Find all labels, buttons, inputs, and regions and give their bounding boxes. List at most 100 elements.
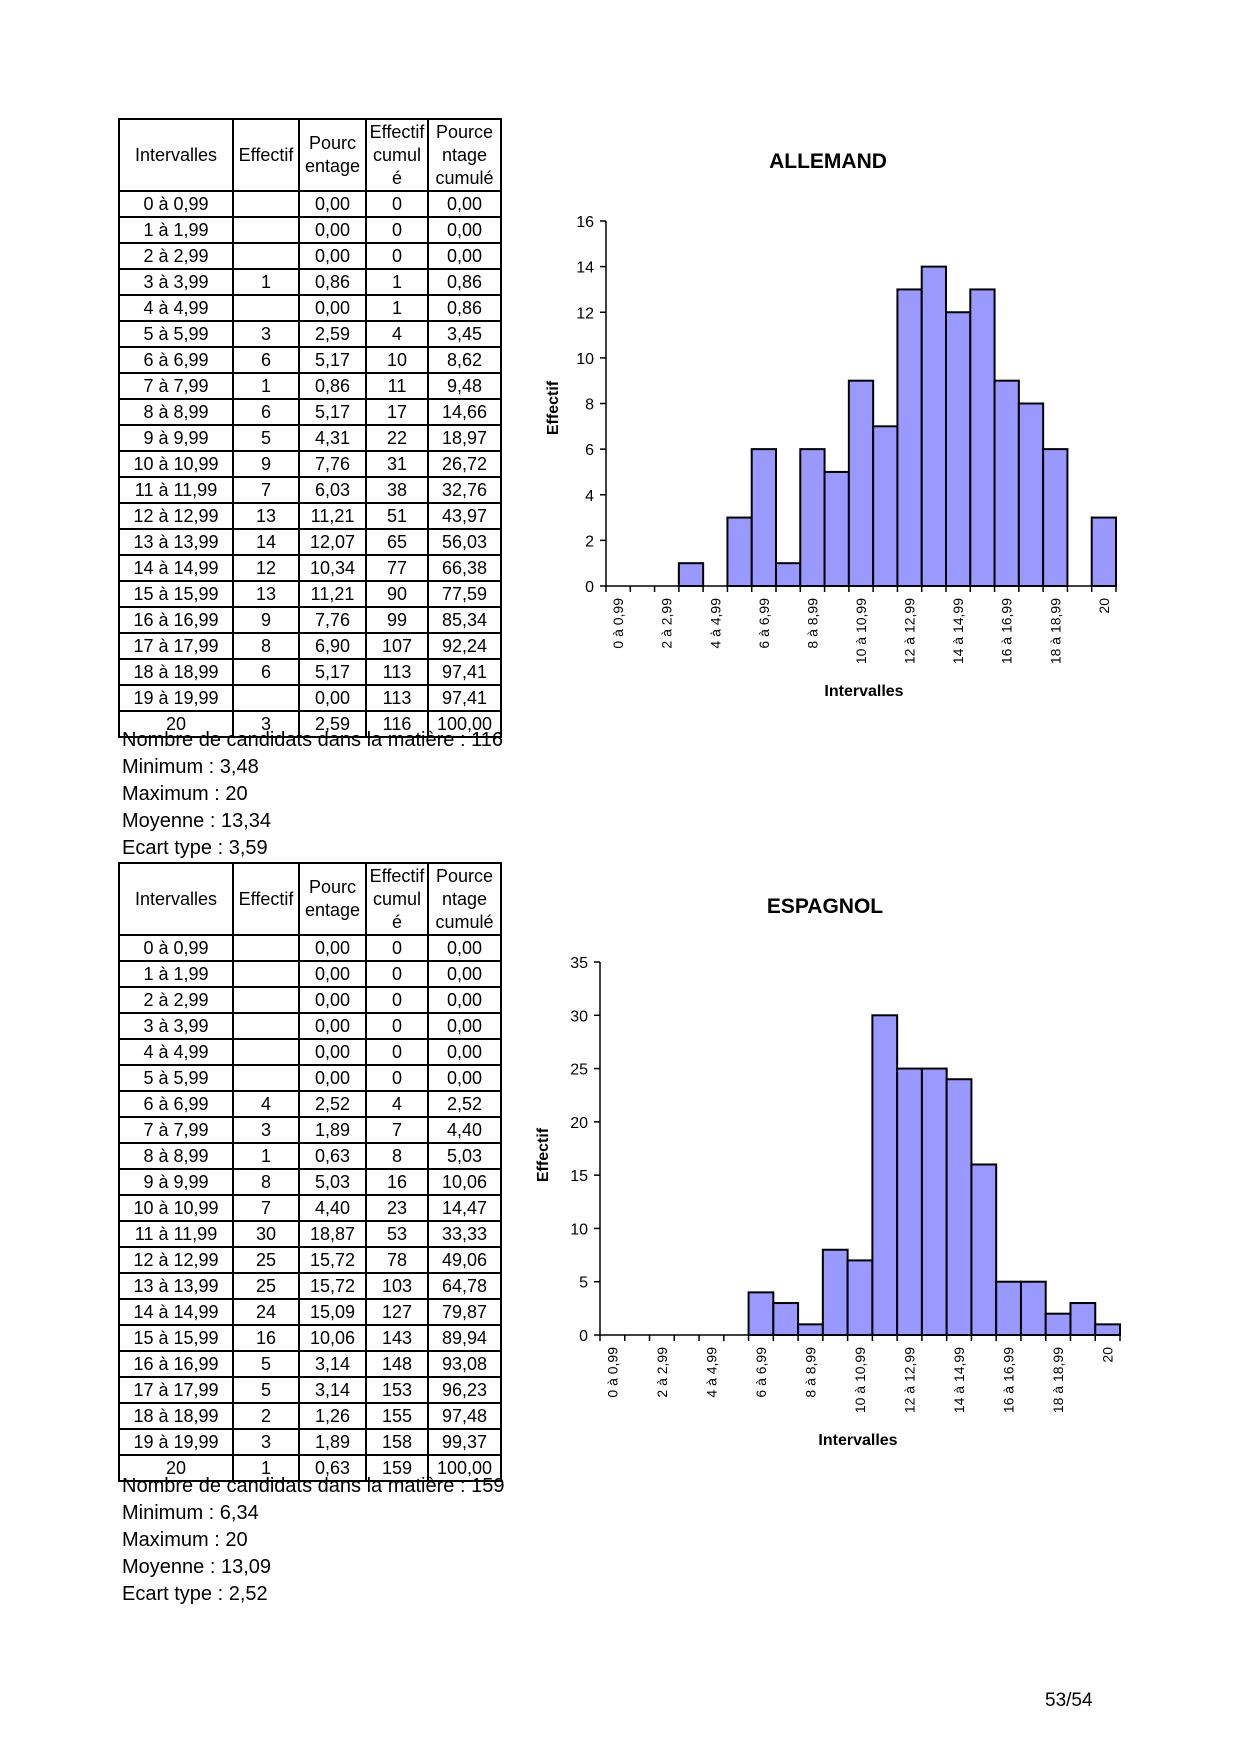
cell-intervalle: 19 à 19,99 bbox=[118, 684, 234, 712]
stat-moyenne: Moyenne : 13,34 bbox=[122, 810, 271, 832]
cell-pourcentage: 10,06 bbox=[298, 1324, 367, 1352]
cell-intervalle: 10 à 10,99 bbox=[118, 450, 234, 478]
cell-effectif-cumule: 155 bbox=[365, 1402, 429, 1430]
cell-effectif-cumule: 90 bbox=[365, 580, 429, 608]
table-row: 15 à 15,99 16 10,06 143 89,94 bbox=[118, 1324, 502, 1352]
cell-effectif: 1 bbox=[232, 1142, 300, 1170]
cell-pourcentage: 6,03 bbox=[298, 476, 367, 504]
y-tick-label: 35 bbox=[570, 955, 588, 972]
cell-intervalle: 18 à 18,99 bbox=[118, 1402, 234, 1430]
cell-pourcentage-cumule: 3,45 bbox=[427, 320, 502, 348]
bar bbox=[945, 1078, 973, 1336]
bar bbox=[823, 470, 850, 587]
cell-pourcentage: 0,00 bbox=[298, 1012, 367, 1040]
table-row: 13 à 13,99 14 12,07 65 56,03 bbox=[118, 528, 502, 556]
cell-intervalle: 0 à 0,99 bbox=[118, 190, 234, 218]
cell-intervalle: 17 à 17,99 bbox=[118, 1376, 234, 1404]
cell-intervalle: 16 à 16,99 bbox=[118, 606, 234, 634]
cell-pourcentage: 1,89 bbox=[298, 1428, 367, 1456]
cell-effectif: 6 bbox=[232, 346, 300, 374]
histogram-espagnol: ESPAGNOL 0 5 10 15 20 25 30 35 0 à 0,99 2 à 2,99 4 … bbox=[535, 895, 1121, 1449]
cell-pourcentage-cumule: 64,78 bbox=[427, 1272, 502, 1300]
bar bbox=[797, 1323, 824, 1337]
cell-pourcentage: 2,52 bbox=[298, 1090, 367, 1118]
cell-pourcentage-cumule: 18,97 bbox=[427, 424, 502, 452]
y-tick-label: 0 bbox=[585, 579, 594, 596]
x-tick-label: 16 à 16,99 bbox=[999, 598, 1015, 664]
cell-effectif-cumule: 4 bbox=[365, 320, 429, 348]
x-tick-label: 2 à 2,99 bbox=[654, 1347, 670, 1398]
table-row: 20 3 2,59 116 100,00 bbox=[118, 710, 502, 738]
cell-effectif-cumule: 0 bbox=[365, 1064, 429, 1092]
bar bbox=[747, 1291, 775, 1337]
cell-effectif-cumule: 53 bbox=[365, 1220, 429, 1248]
cell-effectif-cumule: 8 bbox=[365, 1142, 429, 1170]
cell-intervalle: 16 à 16,99 bbox=[118, 1350, 234, 1378]
cell-pourcentage: 15,72 bbox=[298, 1272, 367, 1300]
cell-effectif-cumule: 159 bbox=[365, 1454, 429, 1482]
bar bbox=[920, 1067, 948, 1336]
x-tick-label: 8 à 8,99 bbox=[804, 598, 820, 649]
y-axis-label: Effectif bbox=[545, 380, 562, 435]
table-row: 0 à 0,99 0,00 0 0,00 bbox=[118, 190, 502, 218]
cell-effectif bbox=[232, 986, 300, 1014]
cell-intervalle: 7 à 7,99 bbox=[118, 372, 234, 400]
cell-effectif-cumule: 1 bbox=[365, 268, 429, 296]
cell-intervalle: 1 à 1,99 bbox=[118, 960, 234, 988]
header-pourcentage-cumule: Pource ntage cumulé bbox=[427, 118, 502, 192]
cell-intervalle: 13 à 13,99 bbox=[118, 528, 234, 556]
cell-effectif bbox=[232, 960, 300, 988]
table-row: 4 à 4,99 0,00 1 0,86 bbox=[118, 294, 502, 322]
cell-effectif-cumule: 116 bbox=[365, 710, 429, 738]
x-tick-label: 6 à 6,99 bbox=[756, 598, 772, 649]
cell-effectif-cumule: 127 bbox=[365, 1298, 429, 1326]
cell-pourcentage: 15,09 bbox=[298, 1298, 367, 1326]
y-tick-label: 25 bbox=[570, 1062, 588, 1079]
cell-pourcentage: 3,14 bbox=[298, 1350, 367, 1378]
cell-effectif-cumule: 99 bbox=[365, 606, 429, 634]
cell-effectif: 12 bbox=[232, 554, 300, 582]
cell-effectif: 3 bbox=[232, 1428, 300, 1456]
cell-effectif: 9 bbox=[232, 606, 300, 634]
y-tick-label: 5 bbox=[579, 1275, 588, 1292]
summary-stats-espagnol: Nombre de candidats dans la matière : 15… bbox=[122, 1473, 504, 1608]
table-row: 12 à 12,99 13 11,21 51 43,97 bbox=[118, 502, 502, 530]
summary-stats-allemand: Nombre de candidats dans la matière : 11… bbox=[122, 727, 503, 862]
cell-effectif-cumule: 0 bbox=[365, 960, 429, 988]
cell-effectif: 16 bbox=[232, 1324, 300, 1352]
bar bbox=[871, 1014, 899, 1336]
cell-effectif-cumule: 0 bbox=[365, 190, 429, 218]
cell-pourcentage-cumule: 0,86 bbox=[427, 294, 502, 322]
cell-pourcentage-cumule: 0,00 bbox=[427, 1064, 502, 1092]
cell-effectif-cumule: 31 bbox=[365, 450, 429, 478]
cell-effectif: 2 bbox=[232, 1402, 300, 1430]
cell-pourcentage: 5,17 bbox=[298, 346, 367, 374]
cell-intervalle: 8 à 8,99 bbox=[118, 398, 234, 426]
cell-pourcentage: 0,00 bbox=[298, 216, 367, 244]
y-tick-label: 2 bbox=[585, 533, 594, 550]
cell-pourcentage-cumule: 0,86 bbox=[427, 268, 502, 296]
table-row: 2 à 2,99 0,00 0 0,00 bbox=[118, 242, 502, 270]
cell-intervalle: 5 à 5,99 bbox=[118, 1064, 234, 1092]
header-effectif-cumule: Effectif cumul é bbox=[365, 118, 429, 192]
cell-intervalle: 11 à 11,99 bbox=[118, 1220, 234, 1248]
cell-effectif: 3 bbox=[232, 710, 300, 738]
chart-title: ESPAGNOL bbox=[767, 895, 883, 918]
cell-pourcentage: 2,59 bbox=[298, 320, 367, 348]
cell-effectif: 13 bbox=[232, 580, 300, 608]
cell-pourcentage: 0,86 bbox=[298, 268, 367, 296]
cell-intervalle: 5 à 5,99 bbox=[118, 320, 234, 348]
cell-pourcentage: 3,14 bbox=[298, 1376, 367, 1404]
cell-pourcentage-cumule: 14,66 bbox=[427, 398, 502, 426]
cell-pourcentage: 0,00 bbox=[298, 986, 367, 1014]
stat-maximum: Maximum : 20 bbox=[122, 783, 248, 805]
cell-effectif bbox=[232, 242, 300, 270]
cell-intervalle: 10 à 10,99 bbox=[118, 1194, 234, 1222]
header-pourcentage: Pourc entage bbox=[298, 862, 367, 936]
frequency-table-allemand: Intervalles Effectif Pourc entage Effecti… bbox=[118, 118, 502, 738]
cell-effectif-cumule: 143 bbox=[365, 1324, 429, 1352]
cell-pourcentage: 0,00 bbox=[298, 1064, 367, 1092]
cell-pourcentage: 5,03 bbox=[298, 1168, 367, 1196]
stat-candidats: Nombre de candidats dans la matière : 15… bbox=[122, 1475, 505, 1497]
cell-pourcentage-cumule: 0,00 bbox=[427, 1012, 502, 1040]
